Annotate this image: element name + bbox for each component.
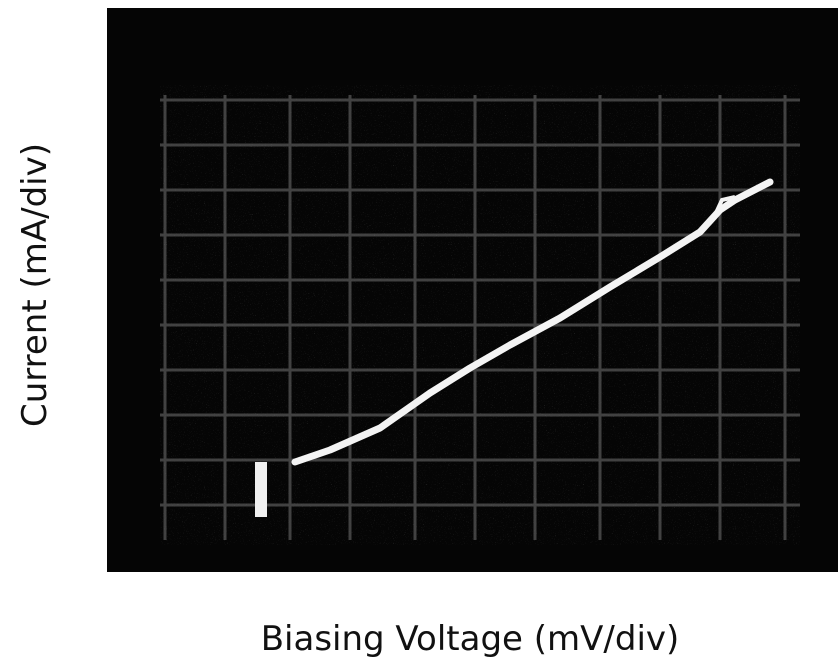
figure: Current (mA/div) Biasing Voltage (mV/div…: [0, 0, 838, 672]
y-axis-label: Current (mA/div): [15, 143, 55, 427]
page: {"image": {"y_label": "Current (mA/div)"…: [0, 0, 838, 672]
trace-start: [255, 462, 267, 517]
x-axis-label: Biasing Voltage (mV/div): [261, 619, 680, 659]
